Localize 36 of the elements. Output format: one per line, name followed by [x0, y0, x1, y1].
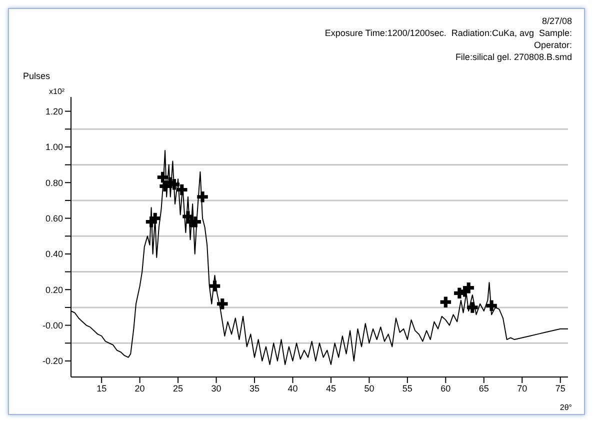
text: Exposure Time:1200/1200sec. Radiation:CuKa, avg Sample: — [324, 27, 572, 39]
y-tick-label: 0.20 — [45, 284, 63, 295]
y-tick-label: 0.80 — [45, 178, 63, 188]
point — [176, 184, 188, 196]
point — [157, 172, 168, 183]
x-tick-label: 45 — [326, 383, 336, 394]
y-tick-label: -0.00 — [42, 320, 63, 330]
text: File:silical gel. 270808.B.smd — [454, 51, 572, 63]
y-tick-label: 0.40 — [45, 249, 63, 260]
y-tick-label: 0.60 — [45, 213, 63, 224]
x-tick-label: 30 — [211, 383, 222, 394]
x-axis-title: 2θ° — [560, 403, 572, 412]
point — [486, 300, 497, 312]
x-tick-label: 60 — [440, 383, 451, 394]
text: Operator: — [532, 39, 572, 51]
point — [209, 280, 220, 292]
point — [467, 302, 478, 313]
x-tick-label: 75 — [555, 383, 566, 394]
y-tick-label: -0.20 — [42, 356, 63, 366]
point — [217, 298, 228, 310]
x-tick-label: 25 — [173, 383, 184, 394]
x-tick-label: 65 — [478, 383, 489, 394]
x-tick-label: 70 — [517, 383, 528, 394]
y-tick-label: 1.20 — [45, 106, 63, 116]
x-tick-label: 35 — [250, 383, 260, 394]
y-tick-label: 1.00 — [45, 142, 63, 152]
x-tick-label: 50 — [364, 383, 374, 394]
x-tick-label: 20 — [134, 383, 145, 394]
point — [197, 192, 208, 202]
text: 8/27/08 — [540, 15, 572, 27]
x-tick-label: 55 — [402, 383, 412, 394]
point — [440, 296, 452, 308]
x-tick-label: 40 — [288, 383, 298, 394]
y-axis-title: Pulses — [23, 71, 50, 81]
x-tick-label: 15 — [96, 383, 107, 394]
text: x10² — [49, 87, 65, 96]
